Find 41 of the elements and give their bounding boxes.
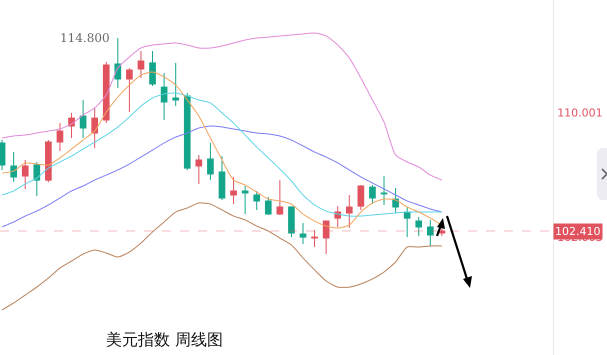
ref-line-label: 102.410 xyxy=(555,225,600,238)
candlestick xyxy=(114,38,122,89)
candlestick xyxy=(160,72,168,120)
candlestick xyxy=(10,152,17,182)
candlestick xyxy=(0,140,6,170)
candlestick xyxy=(184,92,191,170)
candlestick xyxy=(196,154,202,184)
candlestick xyxy=(172,62,180,107)
candlestick xyxy=(242,185,248,215)
text: 美元指数 周线图 xyxy=(106,330,224,349)
candlestick xyxy=(33,162,40,196)
annotation: 114.800 xyxy=(60,31,110,45)
candlestick xyxy=(369,184,376,205)
candlestick xyxy=(346,194,353,229)
candlestick xyxy=(300,222,306,244)
candlestick xyxy=(22,159,29,190)
candlestick xyxy=(276,180,284,216)
candlestick xyxy=(218,156,226,201)
candlestick xyxy=(207,142,214,181)
candlestick xyxy=(322,220,330,255)
candlestick xyxy=(68,112,75,139)
candlestick xyxy=(102,62,110,124)
candlestick xyxy=(358,184,364,210)
y-tick-label: 110.001 xyxy=(557,106,603,120)
candlestick xyxy=(426,219,434,246)
candlestick xyxy=(392,188,399,214)
candlestick xyxy=(91,107,98,148)
candlestick xyxy=(404,206,410,238)
candlestick xyxy=(149,50,156,86)
candlestick xyxy=(311,230,318,248)
candlestick xyxy=(415,216,422,236)
candlestick xyxy=(380,176,388,206)
candlestick xyxy=(264,196,272,216)
candlestick xyxy=(56,122,64,152)
candlestick xyxy=(45,140,52,182)
candlestick xyxy=(230,176,237,205)
candlestick xyxy=(253,190,260,210)
candlestick xyxy=(288,206,295,238)
candlestick xyxy=(80,100,86,139)
candlestick xyxy=(138,50,144,79)
candlestick xyxy=(126,68,133,112)
